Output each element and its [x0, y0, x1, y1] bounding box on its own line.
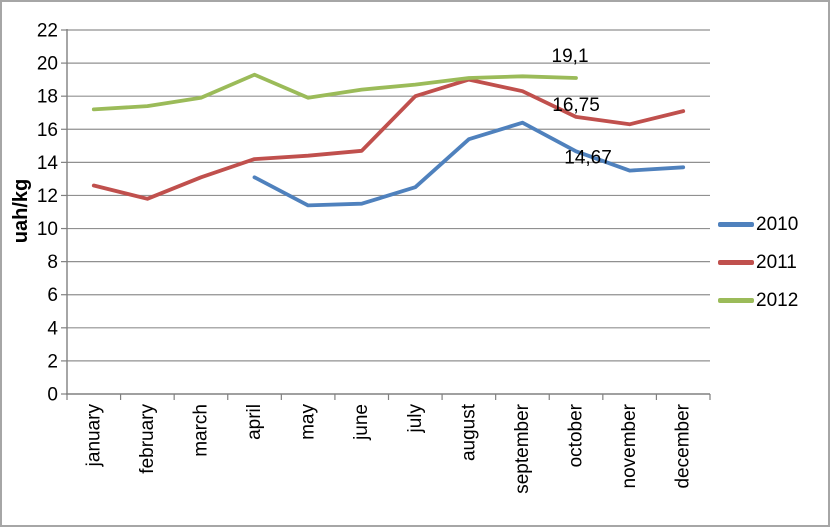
legend-label-2011: 2011	[756, 252, 797, 273]
legend-line-swatch-2012	[718, 298, 754, 303]
legend-item-2010: 2010	[718, 214, 798, 235]
x-tick-label: may	[298, 404, 319, 440]
x-tick-label: november	[619, 403, 640, 488]
x-tick-label: march	[190, 404, 211, 457]
y-axis-title: uah/kg	[10, 179, 32, 243]
y-tick-label: 2	[47, 351, 58, 372]
y-tick-label: 22	[37, 21, 58, 42]
data-label: 19,1	[552, 46, 589, 67]
y-tick-label: 0	[47, 385, 58, 406]
data-label: 14,67	[564, 147, 612, 168]
y-tick-label: 16	[37, 120, 58, 141]
y-tick-label: 14	[37, 153, 59, 174]
x-tick-label: february	[137, 404, 158, 474]
chart-legend: 2010 2011 2012	[718, 214, 798, 311]
y-tick-label: 10	[37, 219, 58, 240]
y-tick-label: 18	[37, 87, 58, 108]
x-tick-label: september	[512, 403, 533, 493]
x-tick-label: june	[351, 404, 372, 441]
x-tick-label: january	[83, 404, 104, 468]
series-line-2012	[91, 72, 578, 112]
legend-label-2012: 2012	[756, 290, 799, 311]
legend-line-swatch-2010	[718, 222, 754, 227]
y-tick-label: 8	[47, 252, 58, 273]
data-label: 16,75	[552, 95, 600, 116]
legend-item-2012: 2012	[718, 290, 798, 311]
series-line-2010	[252, 120, 686, 208]
y-tick-label: 6	[47, 285, 58, 306]
y-tick-label: 12	[37, 186, 58, 207]
x-tick-label: august	[458, 403, 479, 461]
series-line-2011	[91, 77, 686, 201]
legend-item-2011: 2011	[718, 252, 798, 273]
legend-line-swatch-2011	[718, 260, 754, 265]
y-tick-label: 20	[37, 54, 58, 75]
y-tick-label: 4	[47, 318, 58, 339]
x-tick-label: december	[673, 403, 694, 488]
x-tick-label: july	[405, 404, 426, 434]
x-tick-label: october	[566, 403, 587, 467]
x-tick-label: april	[244, 404, 265, 440]
legend-label-2010: 2010	[756, 214, 799, 235]
